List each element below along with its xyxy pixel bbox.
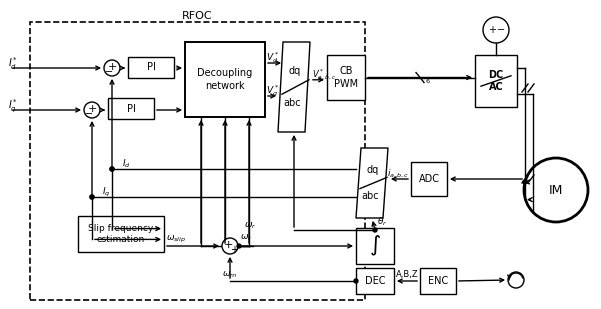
Circle shape — [90, 195, 94, 199]
Text: $V_{a,b,c}^*$: $V_{a,b,c}^*$ — [312, 67, 336, 82]
Text: A,B,Z: A,B,Z — [395, 270, 418, 280]
Circle shape — [373, 228, 377, 232]
Text: −: − — [497, 25, 505, 35]
Text: $I_d$: $I_d$ — [122, 158, 131, 170]
Text: −: − — [105, 67, 113, 77]
Text: PI: PI — [127, 104, 135, 113]
Circle shape — [222, 238, 238, 254]
Circle shape — [237, 244, 241, 248]
Circle shape — [110, 167, 114, 171]
Bar — [108, 98, 154, 119]
Text: $\omega_m$: $\omega_m$ — [222, 270, 237, 280]
Text: $\omega_r$: $\omega_r$ — [244, 221, 256, 231]
Circle shape — [354, 279, 358, 283]
Text: −: − — [85, 109, 93, 119]
Text: +: + — [488, 25, 496, 35]
Polygon shape — [356, 148, 388, 218]
Circle shape — [483, 17, 509, 43]
Bar — [327, 55, 365, 100]
Circle shape — [110, 167, 114, 171]
Text: CB
PWM: CB PWM — [334, 66, 358, 89]
Text: abc: abc — [361, 191, 379, 201]
Text: dq: dq — [289, 66, 301, 76]
Bar — [475, 55, 517, 107]
Text: +: + — [87, 104, 97, 114]
Text: dq: dq — [367, 165, 379, 176]
Polygon shape — [278, 42, 310, 132]
Text: ENC: ENC — [428, 276, 448, 286]
Bar — [185, 42, 265, 117]
Circle shape — [523, 180, 527, 184]
Text: $i_{a,b,c}$: $i_{a,b,c}$ — [387, 168, 409, 180]
Text: abc: abc — [283, 98, 301, 108]
Bar — [128, 57, 174, 78]
Circle shape — [104, 60, 120, 76]
Text: +: + — [108, 62, 117, 72]
Text: ADC: ADC — [418, 174, 439, 184]
Circle shape — [508, 272, 524, 288]
Text: +: + — [230, 245, 238, 255]
Text: $I_d^*$: $I_d^*$ — [8, 56, 18, 72]
Bar — [30, 22, 365, 300]
Bar — [356, 228, 394, 264]
Text: $V_q^*$: $V_q^*$ — [266, 83, 279, 99]
Bar — [356, 268, 394, 294]
Text: Decoupling
network: Decoupling network — [197, 68, 252, 91]
Text: RFOC: RFOC — [182, 11, 213, 21]
Text: $I_q^*$: $I_q^*$ — [8, 97, 18, 115]
Text: Slip frequency
estimation: Slip frequency estimation — [88, 224, 154, 244]
Text: DEC: DEC — [365, 276, 385, 286]
Bar — [411, 162, 447, 196]
Bar — [420, 268, 456, 294]
Circle shape — [84, 102, 100, 118]
Circle shape — [90, 195, 94, 199]
Bar — [78, 216, 164, 252]
Text: $\int$: $\int$ — [369, 234, 381, 258]
Text: IM: IM — [549, 184, 563, 197]
Text: $\omega_{slip}$: $\omega_{slip}$ — [166, 234, 186, 244]
Circle shape — [524, 158, 588, 222]
Text: $\omega_r$: $\omega_r$ — [240, 233, 252, 243]
Text: PI: PI — [147, 62, 156, 73]
Text: $V_d^*$: $V_d^*$ — [266, 51, 279, 66]
Text: DC
AC: DC AC — [489, 70, 504, 92]
Text: +: + — [224, 240, 233, 250]
Text: $_6$: $_6$ — [425, 77, 431, 86]
Text: $\theta_r$: $\theta_r$ — [377, 216, 388, 228]
Text: $I_q$: $I_q$ — [102, 185, 111, 199]
